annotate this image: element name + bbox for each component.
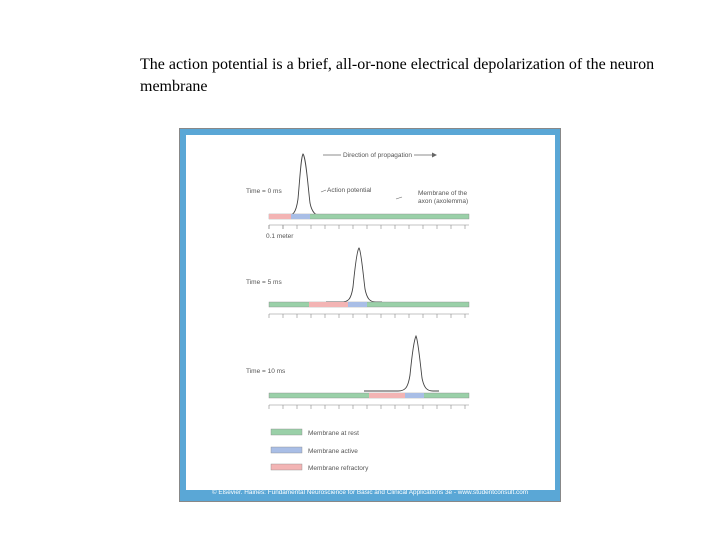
axon-segment-refractory — [309, 302, 348, 307]
legend-swatch — [270, 463, 303, 471]
panel-time-0: Time = 0 ms Action potential Membrane of… — [246, 153, 470, 240]
direction-arrowhead-icon — [432, 152, 437, 158]
panel-time-10: Time = 10 ms — [246, 334, 470, 409]
figure-frame: Direction of propagation Time = 0 ms Act… — [179, 128, 561, 502]
panel-time-5: Time = 5 ms — [246, 247, 470, 318]
action-potential-spike — [326, 247, 382, 303]
figure-panel: Direction of propagation Time = 0 ms Act… — [186, 135, 555, 490]
legend-swatch — [270, 446, 303, 454]
legend-item-active: Membrane active — [270, 446, 358, 455]
direction-label: Direction of propagation — [343, 152, 412, 159]
axon-segment-refractory — [369, 393, 405, 398]
legend-label: Membrane at rest — [308, 430, 359, 437]
axon-segment-active — [291, 214, 310, 219]
legend-label: Membrane refractory — [308, 465, 369, 472]
membrane-label-line2: axon (axolemma) — [418, 198, 468, 205]
legend-item-rest: Membrane at rest — [270, 428, 359, 437]
action-potential-spike — [269, 153, 330, 217]
time-label: Time = 10 ms — [246, 368, 286, 375]
legend-swatch — [270, 428, 303, 436]
axon-segment-active — [405, 393, 424, 398]
membrane-leader — [395, 196, 403, 200]
scale-label: 0.1 meter — [266, 233, 294, 240]
direction-indicator: Direction of propagation — [323, 152, 437, 159]
legend-label: Membrane active — [308, 448, 358, 455]
action-potential-diagram: Direction of propagation Time = 0 ms Act… — [246, 152, 470, 472]
time-label: Time = 0 ms — [246, 188, 282, 195]
slide-title: The action potential is a brief, all-or-… — [140, 56, 655, 95]
time-label: Time = 5 ms — [246, 279, 282, 286]
action-potential-label: Action potential — [327, 187, 372, 194]
action-potential-spike — [364, 334, 439, 392]
axon-segment-refractory — [269, 214, 291, 219]
legend-item-refractory: Membrane refractory — [270, 463, 369, 472]
action-potential-leader — [320, 189, 327, 193]
credit-line: © Elsevier. Haines: Fundamental Neurosci… — [211, 489, 529, 496]
legend: Membrane at rest Membrane active Membran… — [270, 428, 369, 472]
membrane-label-line1: Membrane of the — [418, 190, 468, 197]
axon-segment-rest — [268, 301, 470, 308]
axon-segment-active — [348, 302, 367, 307]
